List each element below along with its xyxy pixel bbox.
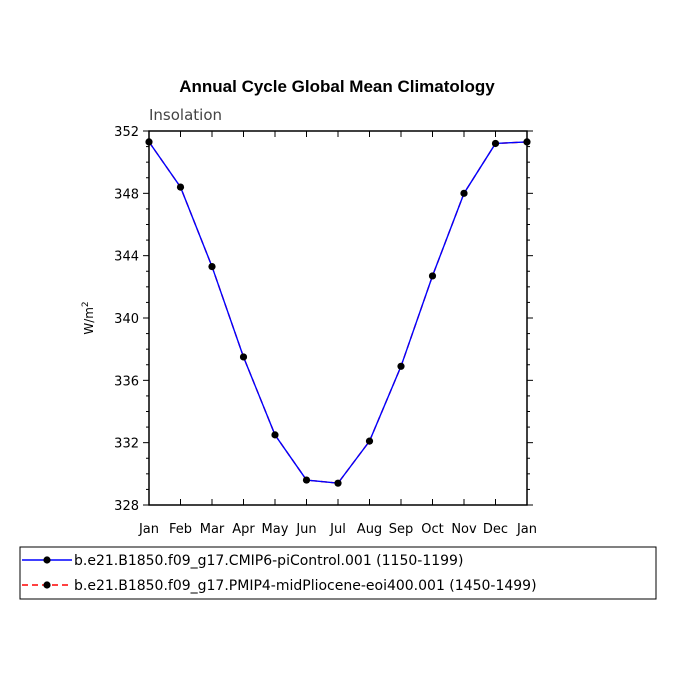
data-point <box>334 479 342 487</box>
x-tick-label: Dec <box>483 522 508 537</box>
x-tick-label: Jan <box>516 522 537 537</box>
y-axis-label-superscript: 2 <box>81 301 91 307</box>
y-tick-label: 328 <box>114 499 139 514</box>
x-tick-label: May <box>262 522 289 537</box>
series-line-1 <box>148 141 528 484</box>
data-point <box>460 189 468 197</box>
data-point <box>145 138 153 146</box>
legend-label-0: b.e21.B1850.f09_g17.CMIP6-piControl.001 … <box>74 553 463 569</box>
series-line-0 <box>148 141 528 484</box>
y-tick-label: 332 <box>114 437 139 452</box>
chart-title: Annual Cycle Global Mean Climatology <box>179 77 495 96</box>
y-axis-label: W/m2 <box>81 301 96 334</box>
x-tick-label: Jan <box>138 522 159 537</box>
axis-ticks <box>143 130 533 506</box>
y-tick-label: 340 <box>114 312 139 327</box>
data-point <box>523 138 531 146</box>
legend-marker-1 <box>43 581 51 589</box>
y-tick-label: 344 <box>114 250 139 265</box>
x-tick-labels: Jan Feb Mar Apr May Jun Jul Aug Sep Oct Nov Dec Jan <box>138 522 537 537</box>
x-tick-label: Oct <box>421 522 443 537</box>
x-tick-label: Feb <box>169 522 192 537</box>
data-point <box>428 272 437 280</box>
x-tick-label: Mar <box>200 522 225 537</box>
data-markers <box>145 138 531 487</box>
legend-label-1: b.e21.B1850.f09_g17.PMIP4-midPliocene-eo… <box>74 578 537 594</box>
x-tick-label: Apr <box>232 522 255 537</box>
y-tick-label: 336 <box>114 374 139 389</box>
y-tick-labels: 328 332 336 340 344 348 352 <box>114 125 139 514</box>
data-point <box>491 139 500 148</box>
x-tick-label: Jul <box>329 522 346 537</box>
series-lines <box>148 141 528 484</box>
plot-frame <box>148 130 528 506</box>
y-axis-label-unit: W/m <box>82 307 96 335</box>
chart-subtitle: Insolation <box>149 106 222 124</box>
data-point <box>271 431 279 439</box>
data-point <box>397 362 405 370</box>
data-point <box>302 476 311 484</box>
x-tick-label: Nov <box>451 522 477 537</box>
legend-box <box>19 546 657 600</box>
y-tick-label: 348 <box>114 187 139 202</box>
data-point <box>208 262 216 271</box>
x-tick-label: Jun <box>295 522 316 537</box>
data-point <box>365 437 374 445</box>
x-tick-label: Aug <box>357 522 382 537</box>
data-point <box>239 353 248 361</box>
legend: b.e21.B1850.f09_g17.CMIP6-piControl.001 … <box>22 553 537 594</box>
legend-marker-0 <box>43 556 51 564</box>
y-tick-label: 352 <box>114 125 139 140</box>
x-tick-label: Sep <box>389 522 414 537</box>
data-point <box>176 183 185 191</box>
